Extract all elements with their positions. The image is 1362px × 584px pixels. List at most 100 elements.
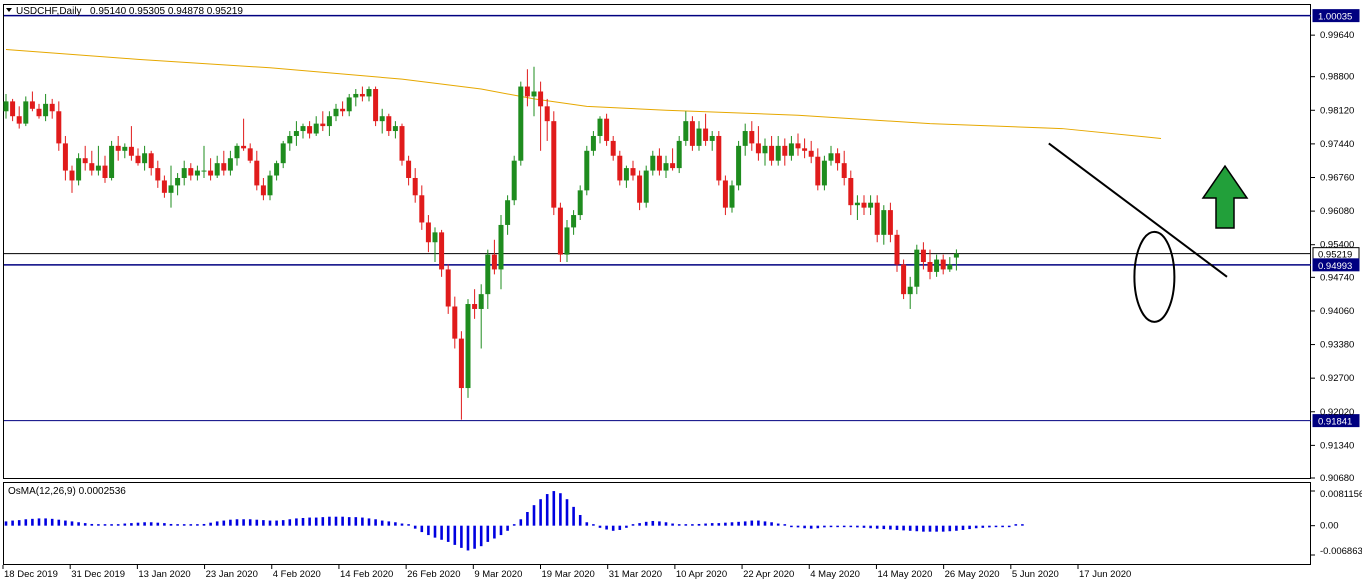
candle-body <box>703 128 709 141</box>
candle-body <box>716 135 722 181</box>
price-tick-label: 0.97440 <box>1320 139 1354 150</box>
candle-body <box>379 116 385 122</box>
candle-body <box>122 146 128 151</box>
time-tick-label: 22 Apr 2020 <box>743 569 794 580</box>
price-tick-label: 0.93380 <box>1320 340 1354 351</box>
candle-body <box>907 286 913 295</box>
candle-body <box>465 304 471 389</box>
candle-body <box>802 148 808 151</box>
candle-body <box>637 175 643 203</box>
candles-layer <box>3 66 959 420</box>
candle-body <box>696 128 702 146</box>
candle-body <box>670 163 676 169</box>
price-tick-label: 0.98800 <box>1320 72 1354 83</box>
osma-label: OsMA(12,26,9) 0.0002536 <box>8 486 126 497</box>
candle-body <box>293 131 299 136</box>
candle-body <box>584 150 590 191</box>
candle-body <box>340 108 346 112</box>
candle-body <box>56 111 62 144</box>
annotations-layer <box>1048 142 1249 323</box>
candle-body <box>914 249 920 287</box>
time-tick-label: 31 Dec 2019 <box>71 569 125 580</box>
time-tick-label: 14 Feb 2020 <box>340 569 393 580</box>
highlight-ellipse[interactable] <box>1133 230 1176 323</box>
price-tick-label: 0.90680 <box>1320 473 1354 484</box>
candle-body <box>551 121 557 208</box>
time-tick-label: 14 May 2020 <box>877 569 932 580</box>
time-tick-label: 17 Jun 2020 <box>1079 569 1131 580</box>
candle-body <box>749 131 755 144</box>
candle-body <box>617 155 623 181</box>
candle-body <box>498 224 504 270</box>
candle-body <box>406 160 412 178</box>
candle-body <box>267 175 273 196</box>
candle-body <box>835 153 841 164</box>
candle-body <box>927 262 933 272</box>
candle-body <box>769 145 775 161</box>
candle-body <box>16 116 22 124</box>
candle-body <box>168 185 174 193</box>
candle-body <box>89 163 95 171</box>
candle-body <box>610 140 616 156</box>
level-price-label: 0.91841 <box>1318 417 1352 428</box>
candle-body <box>894 234 900 265</box>
candle-body <box>175 177 181 186</box>
candle-body <box>95 165 101 171</box>
candle-body <box>241 145 247 149</box>
candle-body <box>82 158 88 164</box>
candle-body <box>247 148 253 161</box>
trendline[interactable] <box>1048 142 1228 278</box>
candle-body <box>901 264 907 295</box>
symbol-timeframe-label: USDCHF,Daily <box>16 6 82 17</box>
time-tick-label: 13 Jan 2020 <box>138 569 190 580</box>
candle-body <box>729 185 735 208</box>
candle-body <box>795 143 801 149</box>
candle-body <box>227 158 233 171</box>
time-tick-label: 26 Feb 2020 <box>407 569 460 580</box>
time-axis[interactable]: 18 Dec 2019 31 Dec 2019 13 Jan 2020 23 Jan … <box>2 565 1131 580</box>
candle-body <box>868 202 874 208</box>
price-panel <box>3 4 1311 479</box>
candle-body <box>214 163 220 176</box>
candle-body <box>43 103 49 117</box>
osma-scale-label: 0.00 <box>1320 521 1339 532</box>
candle-body <box>181 168 187 178</box>
candle-body <box>142 153 148 164</box>
up-arrow-icon[interactable] <box>1201 164 1249 229</box>
candle-body <box>194 170 200 176</box>
candle-body <box>392 126 398 132</box>
candle-body <box>650 155 656 171</box>
candle-body <box>102 165 108 178</box>
candle-body <box>491 254 497 270</box>
level-price-label: 0.94993 <box>1318 261 1352 272</box>
candle-body <box>307 126 313 134</box>
candle-body <box>623 168 629 181</box>
candle-body <box>538 91 544 107</box>
candle-body <box>478 294 484 309</box>
candle-body <box>947 264 953 270</box>
candle-body <box>874 202 880 235</box>
candle-body <box>419 195 425 223</box>
candle-body <box>23 101 29 124</box>
candle-body <box>221 163 227 171</box>
candle-body <box>333 108 339 117</box>
time-tick-label: 10 Apr 2020 <box>676 569 727 580</box>
candle-body <box>881 210 887 235</box>
candle-body <box>49 103 55 112</box>
candle-body <box>300 126 306 132</box>
candle-body <box>656 155 662 171</box>
price-tick-label: 0.95400 <box>1320 240 1354 251</box>
candle-body <box>940 259 946 270</box>
price-axis[interactable]: 0.99640 0.98800 0.98120 0.97440 0.96760 0.960… <box>1311 30 1354 484</box>
candle-body <box>736 145 742 186</box>
candle-body <box>287 135 293 144</box>
candle-body <box>346 97 352 112</box>
price-tick-label: 0.91340 <box>1320 440 1354 451</box>
candle-body <box>128 146 134 156</box>
candle-body <box>425 222 431 243</box>
candle-body <box>274 163 280 176</box>
chart-menu-icon[interactable] <box>6 8 12 12</box>
candle-body <box>557 207 563 255</box>
candle-body <box>452 306 458 339</box>
